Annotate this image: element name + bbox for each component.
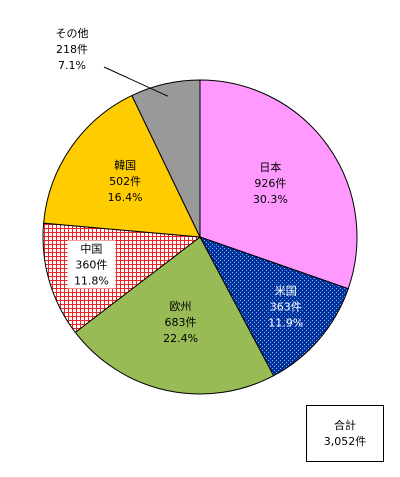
total-label: 合計 — [334, 418, 356, 434]
total-value: 3,052件 — [324, 434, 367, 450]
slice-percent-label: 22.4% — [163, 332, 198, 345]
slice-count-label: 926件 — [254, 177, 286, 190]
slice-count-label: 360件 — [75, 258, 107, 271]
slice-count-label: 683件 — [165, 316, 197, 329]
slice-count-label: 502件 — [109, 175, 141, 188]
slice-count-label: 363件 — [270, 301, 302, 314]
slice-name-label: 日本 — [259, 160, 281, 174]
slice-name-label: 韓国 — [114, 159, 136, 172]
slice-percent-label: 16.4% — [108, 191, 143, 204]
leader-line — [104, 67, 168, 96]
slice-percent-label: 11.9% — [268, 317, 303, 330]
slice-name-label: 欧州 — [170, 300, 192, 313]
total-box: 合計 3,052件 — [306, 405, 384, 462]
slice-name-label: その他 — [56, 27, 89, 40]
slice-name-label: 米国 — [275, 285, 297, 298]
slice-percent-label: 11.8% — [74, 274, 109, 287]
slice-count-label: 218件 — [56, 43, 88, 56]
slice-percent-label: 30.3% — [253, 193, 288, 206]
slice-percent-label: 7.1% — [58, 59, 86, 72]
slice-name-label: 中国 — [80, 242, 102, 255]
